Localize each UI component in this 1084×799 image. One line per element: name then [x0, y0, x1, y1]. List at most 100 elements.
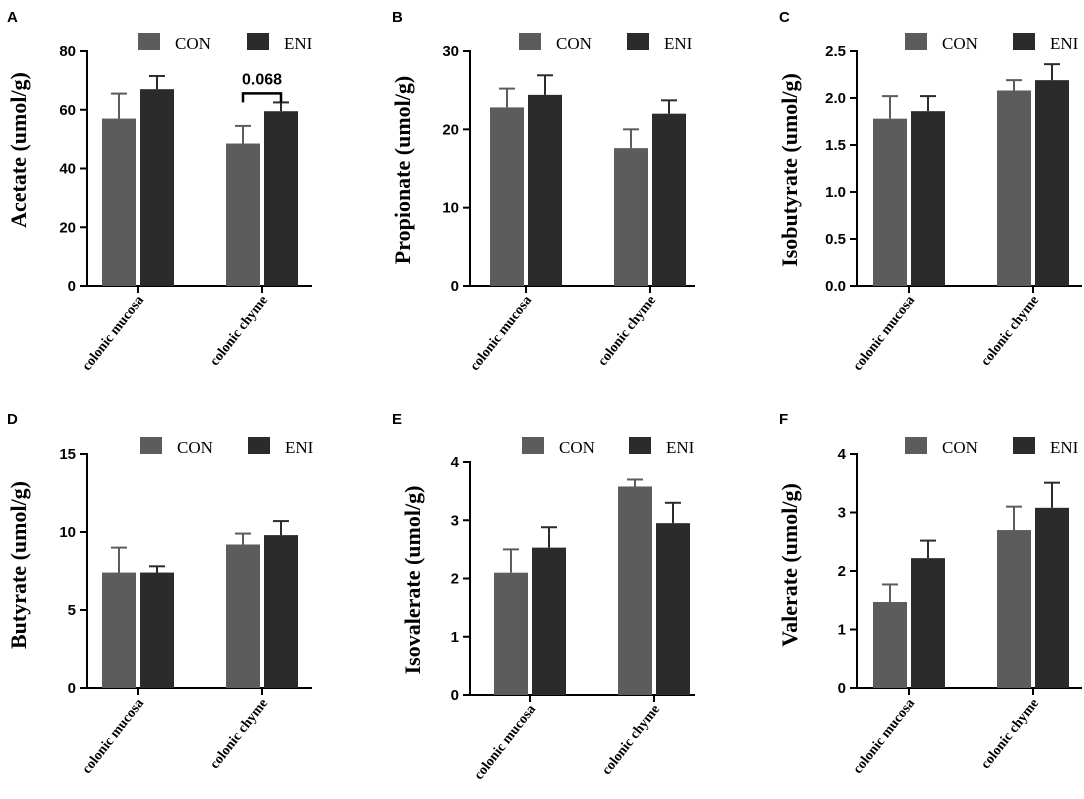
chart-panel-e: E Isovalerate (umol/g) 0 1 2 3 4 colonic mucosa… [392, 411, 695, 783]
legend-label-con: CON [177, 438, 213, 457]
y-tick-label: 20 [59, 219, 76, 236]
y-tick-label: 10 [442, 200, 459, 217]
legend-label-con: CON [175, 34, 211, 53]
bar-con [997, 90, 1031, 286]
x-category-label: colonic chyme [978, 696, 1042, 772]
y-tick-label: 1.5 [825, 137, 846, 154]
bar-con [102, 572, 136, 688]
legend-label-con: CON [556, 34, 592, 53]
y-axis-label: Propionate (umol/g) [390, 76, 415, 264]
panel-letter: E [392, 411, 402, 428]
y-axis-label: Isobutyrate (umol/g) [777, 73, 802, 267]
y-tick-label: 30 [442, 43, 459, 60]
legend-swatch-con [519, 33, 541, 50]
x-category-label: colonic chyme [599, 702, 663, 778]
x-category-label: colonic mucosa [468, 293, 536, 374]
legend-label-eni: ENI [664, 34, 693, 53]
legend-swatch-eni [629, 437, 651, 454]
y-tick-label: 4 [451, 454, 460, 471]
panel-letter: A [7, 9, 18, 26]
bar-con [997, 530, 1031, 688]
panel-letter: C [779, 9, 790, 26]
legend-swatch-eni [248, 437, 270, 454]
bar-con [873, 118, 907, 287]
bar-eni [911, 558, 945, 688]
legend-swatch-eni [247, 33, 269, 50]
panel-letter: D [7, 411, 18, 428]
y-tick-label: 0 [68, 278, 76, 295]
y-tick-label: 0.5 [825, 231, 846, 248]
significance-bracket [241, 92, 283, 103]
bar-con [226, 544, 260, 688]
panel-letter: F [779, 411, 788, 428]
y-tick-label: 15 [59, 446, 76, 463]
panel-letter: B [392, 9, 403, 26]
x-category-label: colonic chyme [595, 293, 659, 369]
x-category-label: colonic mucosa [472, 702, 540, 783]
y-tick-label: 0.0 [825, 278, 846, 295]
x-category-label: colonic chyme [207, 696, 271, 772]
legend-swatch-con [138, 33, 160, 50]
bar-con [102, 118, 136, 286]
y-axis-label: Butyrate (umol/g) [6, 481, 31, 649]
y-tick-label: 40 [59, 161, 76, 178]
legend-swatch-con [905, 437, 927, 454]
chart-panel-b: B Propionate (umol/g) 0 10 20 30 colonic mucos… [390, 9, 695, 374]
y-tick-label: 5 [68, 602, 76, 619]
y-tick-label: 1 [451, 629, 459, 646]
x-category-label: colonic mucosa [851, 696, 919, 777]
bar-eni [1035, 507, 1069, 688]
y-tick-label: 0 [68, 680, 76, 697]
bar-eni [140, 572, 174, 688]
bar-con [490, 107, 524, 287]
legend-label-eni: ENI [1050, 438, 1079, 457]
legend-swatch-con [140, 437, 162, 454]
y-axis-label: Acetate (umol/g) [6, 72, 31, 228]
y-tick-label: 2.0 [825, 90, 846, 107]
legend-swatch-eni [627, 33, 649, 50]
x-category-label: colonic chyme [978, 293, 1042, 369]
legend-label-con: CON [942, 34, 978, 53]
x-category-label: colonic mucosa [851, 293, 919, 374]
bar-con [618, 486, 652, 695]
y-tick-label: 2 [451, 571, 459, 588]
legend-label-eni: ENI [666, 438, 695, 457]
legend-swatch-eni [1013, 33, 1035, 50]
y-tick-label: 0 [451, 278, 459, 295]
y-tick-label: 0 [451, 687, 459, 704]
legend-swatch-eni [1013, 437, 1035, 454]
y-tick-label: 1 [838, 622, 846, 639]
legend-label-eni: ENI [284, 34, 313, 53]
x-category-label: colonic mucosa [80, 696, 148, 777]
bar-eni [140, 89, 174, 286]
y-axis-label: Isovalerate (umol/g) [400, 486, 425, 675]
bar-eni [264, 535, 298, 688]
y-tick-label: 3 [838, 505, 846, 522]
x-category-label: colonic chyme [207, 293, 271, 369]
y-tick-label: 3 [451, 512, 459, 529]
p-value-annotation: 0.068 [242, 71, 282, 88]
chart-panel-c: C Isobutyrate (umol/g) 0.0 0.5 1.0 1.5 2.0 2.5 c… [777, 9, 1082, 374]
bar-eni [1035, 80, 1069, 286]
legend-label-eni: ENI [285, 438, 314, 457]
bar-eni [656, 523, 690, 695]
x-category-label: colonic mucosa [80, 293, 148, 374]
legend-swatch-con [905, 33, 927, 50]
bar-eni [911, 111, 945, 286]
y-tick-label: 2 [838, 563, 846, 580]
y-tick-label: 4 [838, 446, 847, 463]
bar-eni [528, 94, 562, 286]
y-tick-label: 0 [838, 680, 846, 697]
y-tick-label: 1.0 [825, 184, 846, 201]
bar-con [226, 143, 260, 286]
bar-con [873, 602, 907, 688]
legend-label-con: CON [942, 438, 978, 457]
bar-con [614, 148, 648, 286]
y-tick-label: 2.5 [825, 43, 846, 60]
legend-swatch-con [522, 437, 544, 454]
bar-eni [532, 547, 566, 695]
chart-panel-d: D Butyrate (umol/g) 0 5 10 15 colonic mucosa co… [6, 411, 314, 777]
y-tick-label: 10 [59, 524, 76, 541]
bar-eni [652, 113, 686, 287]
